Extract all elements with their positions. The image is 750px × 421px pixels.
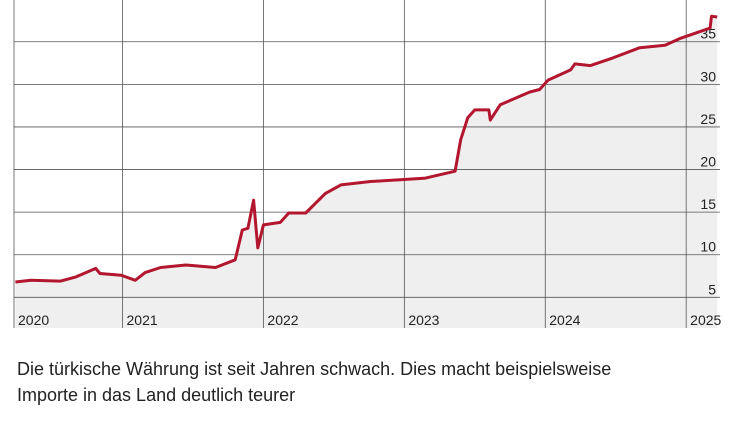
y-tick-label: 5 xyxy=(708,281,716,297)
x-tick-label: 2022 xyxy=(267,312,298,328)
y-tick-label: 15 xyxy=(700,196,716,212)
caption-line: Die türkische Währung ist seit Jahren sc… xyxy=(17,359,612,379)
line xyxy=(15,14,718,284)
x-tick-label: 2025 xyxy=(690,312,721,328)
x-tick-label: 2020 xyxy=(18,312,49,328)
x-tick-label: 2024 xyxy=(549,312,580,328)
x-tick-label: 2021 xyxy=(127,312,158,328)
area-fill xyxy=(15,16,718,328)
y-tick-label: 25 xyxy=(700,111,716,127)
caption-line: Importe in das Land deutlich teurer xyxy=(17,385,296,405)
y-tick-label: 20 xyxy=(700,154,716,170)
x-tick-label: 2023 xyxy=(408,312,439,328)
caption: Die türkische Währung ist seit Jahren sc… xyxy=(17,356,737,408)
y-tick-label: 30 xyxy=(700,68,716,84)
y-tick-label: 10 xyxy=(700,239,716,255)
